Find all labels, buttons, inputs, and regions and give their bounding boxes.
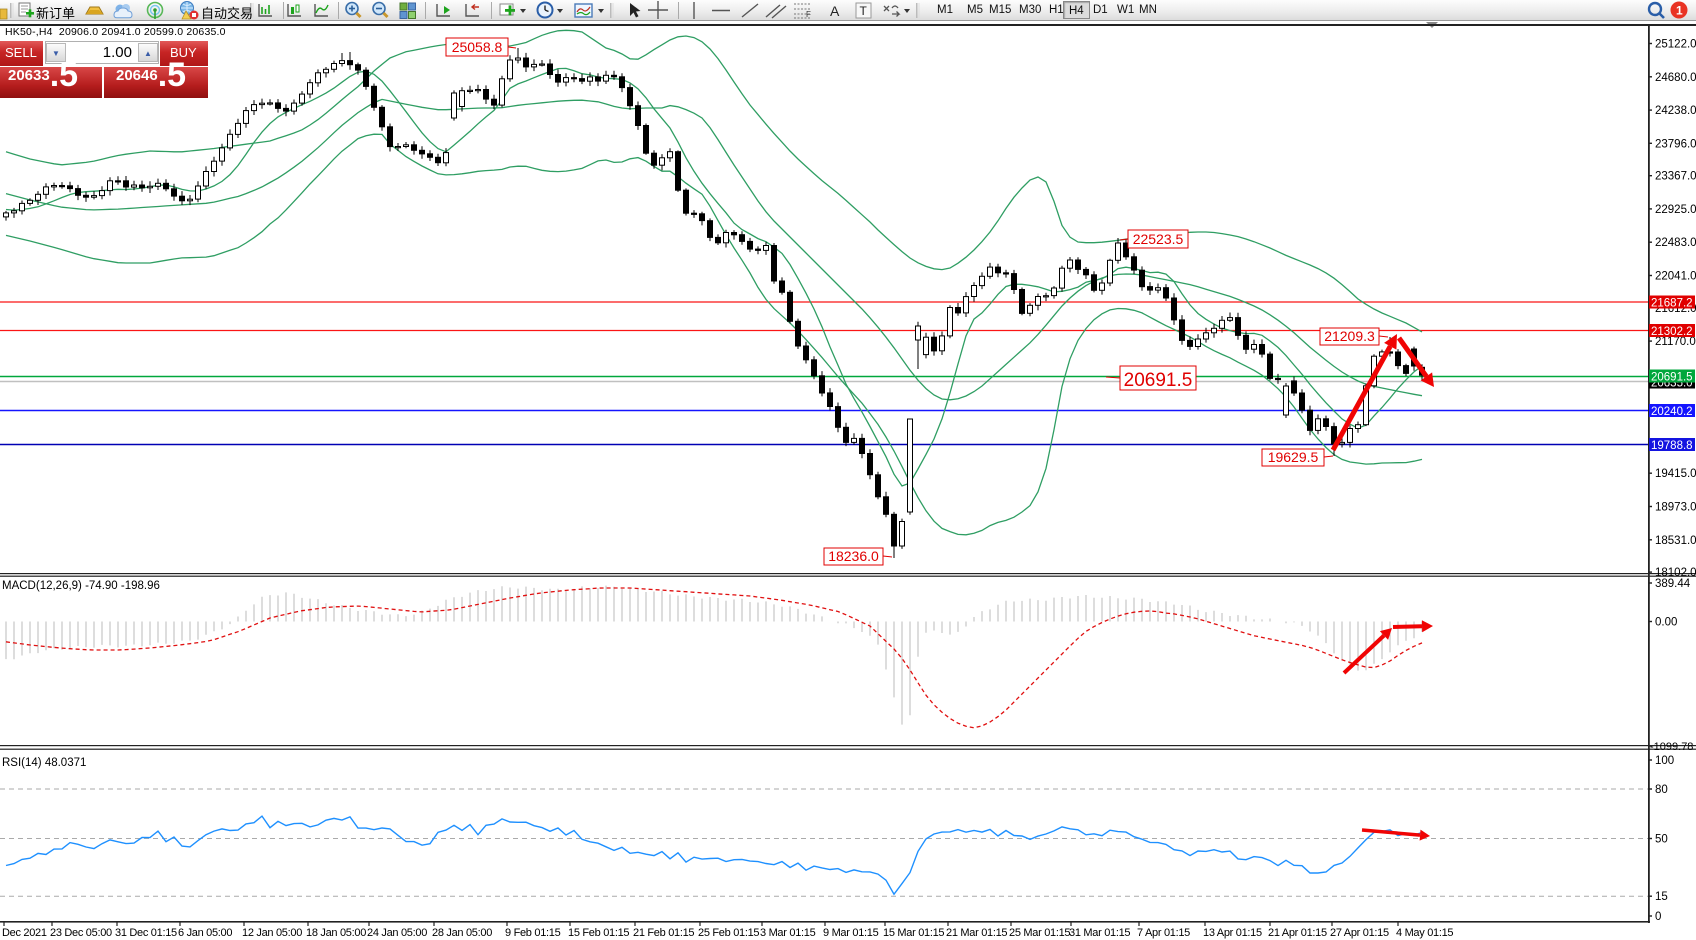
svg-text:15: 15: [1655, 891, 1668, 903]
svg-text:19629.5: 19629.5: [1268, 449, 1319, 465]
svg-text:RSI(14) 48.0371: RSI(14) 48.0371: [2, 757, 86, 769]
svg-text:22925.0: 22925.0: [1655, 204, 1696, 216]
svg-text:20691.5: 20691.5: [1651, 372, 1693, 384]
svg-text:A: A: [830, 3, 840, 19]
svg-text:19788.8: 19788.8: [1651, 440, 1693, 452]
svg-text:25122.0: 25122.0: [1655, 39, 1696, 51]
svg-text:20240.2: 20240.2: [1651, 406, 1693, 418]
svg-text:21 Mar 01:15: 21 Mar 01:15: [946, 927, 1007, 939]
svg-text:21 Apr 01:15: 21 Apr 01:15: [1268, 927, 1327, 939]
svg-text:21302.2: 21302.2: [1651, 326, 1693, 338]
svg-text:25 Mar 01:15: 25 Mar 01:15: [1009, 927, 1070, 939]
svg-text:-1099.78: -1099.78: [1650, 741, 1693, 753]
svg-text:9 Mar 01:15: 9 Mar 01:15: [823, 927, 879, 939]
svg-text:18973.0: 18973.0: [1655, 502, 1696, 514]
svg-text:18236.0: 18236.0: [828, 548, 879, 564]
svg-text:80: 80: [1655, 784, 1668, 796]
svg-text:18102.0: 18102.0: [1655, 567, 1696, 579]
svg-text:21170.0: 21170.0: [1655, 336, 1696, 348]
svg-text:3 Mar 01:15: 3 Mar 01:15: [760, 927, 816, 939]
svg-text:21209.3: 21209.3: [1324, 328, 1375, 344]
svg-text:21687.2: 21687.2: [1651, 298, 1693, 310]
svg-text:21 Feb 01:15: 21 Feb 01:15: [633, 927, 694, 939]
svg-text:27 Apr 01:15: 27 Apr 01:15: [1330, 927, 1389, 939]
svg-text:24 Jan 05:00: 24 Jan 05:00: [367, 927, 427, 939]
svg-text:28 Jan 05:00: 28 Jan 05:00: [432, 927, 492, 939]
svg-text:25 Feb 01:15: 25 Feb 01:15: [698, 927, 759, 939]
svg-text:F: F: [806, 10, 811, 19]
svg-text:9 Feb 01:15: 9 Feb 01:15: [505, 927, 561, 939]
svg-text:MACD(12,26,9) -74.90 -198.96: MACD(12,26,9) -74.90 -198.96: [2, 580, 160, 592]
svg-text:7 Apr 01:15: 7 Apr 01:15: [1137, 927, 1190, 939]
svg-text:13 Apr 01:15: 13 Apr 01:15: [1203, 927, 1262, 939]
svg-text:0: 0: [1655, 911, 1661, 923]
svg-text:19415.0: 19415.0: [1655, 468, 1696, 480]
svg-text:22523.5: 22523.5: [1133, 231, 1184, 247]
svg-text:18531.0: 18531.0: [1655, 535, 1696, 547]
svg-text:0.00: 0.00: [1655, 617, 1677, 629]
svg-text:22483.0: 22483.0: [1655, 237, 1696, 249]
svg-text:100: 100: [1655, 755, 1674, 767]
svg-text:4 May 01:15: 4 May 01:15: [1396, 927, 1453, 939]
svg-text:23796.0: 23796.0: [1655, 138, 1696, 150]
svg-text:31 Mar 01:15: 31 Mar 01:15: [1069, 927, 1130, 939]
svg-text:24238.0: 24238.0: [1655, 105, 1696, 117]
svg-text:12 Jan 05:00: 12 Jan 05:00: [242, 927, 302, 939]
svg-text:23367.0: 23367.0: [1655, 171, 1696, 183]
svg-text:18 Jan 05:00: 18 Jan 05:00: [306, 927, 366, 939]
svg-text:20691.5: 20691.5: [1124, 370, 1193, 391]
svg-text:22041.0: 22041.0: [1655, 271, 1696, 283]
svg-text:15 Feb 01:15: 15 Feb 01:15: [568, 927, 629, 939]
svg-text:25058.8: 25058.8: [452, 39, 503, 55]
svg-text:Dec 2021: Dec 2021: [2, 927, 47, 939]
svg-text:24680.0: 24680.0: [1655, 72, 1696, 84]
svg-text:1: 1: [1676, 4, 1683, 18]
svg-text:389.44: 389.44: [1655, 578, 1691, 590]
svg-text:15 Mar 01:15: 15 Mar 01:15: [883, 927, 944, 939]
svg-text:31 Dec 01:15: 31 Dec 01:15: [115, 927, 177, 939]
svg-text:50: 50: [1655, 834, 1668, 846]
svg-text:6 Jan 05:00: 6 Jan 05:00: [178, 927, 232, 939]
svg-text:T: T: [860, 4, 868, 18]
svg-text:23 Dec 05:00: 23 Dec 05:00: [50, 927, 112, 939]
